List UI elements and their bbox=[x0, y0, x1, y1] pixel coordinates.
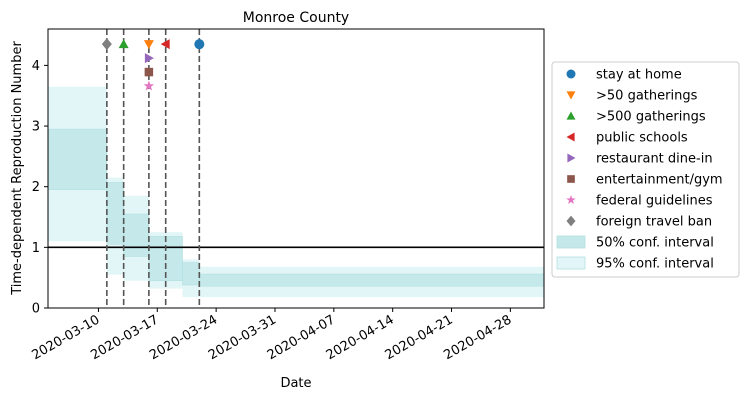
ci50-band-1 bbox=[106, 182, 124, 245]
legend-marker-0 bbox=[566, 69, 576, 79]
legend-label-6: federal guidelines bbox=[596, 194, 713, 209]
y-tick-label-2: 2 bbox=[32, 180, 40, 195]
legend-label-0: stay at home bbox=[596, 68, 682, 83]
legend-frame bbox=[551, 61, 740, 278]
ci50-band-2 bbox=[123, 213, 150, 257]
intervention-markers bbox=[101, 38, 205, 91]
y-tick-label-3: 3 bbox=[32, 120, 40, 135]
legend-swatch-9 bbox=[556, 256, 586, 270]
legend-label-8: 50% conf. interval bbox=[596, 236, 714, 251]
intervention-marker-4 bbox=[144, 53, 154, 64]
legend-marker-5 bbox=[567, 175, 575, 183]
ci50-band-0 bbox=[47, 128, 108, 191]
legend-swatch-8 bbox=[556, 235, 586, 249]
y-axis-label: Time-dependent Reproduction Number bbox=[10, 41, 25, 296]
legend-label-4: restaurant dine-in bbox=[596, 152, 713, 167]
legend-label-3: public schools bbox=[596, 131, 688, 146]
plot-frame bbox=[47, 28, 545, 309]
y-tick-label-1: 1 bbox=[32, 241, 40, 256]
intervention-marker-7 bbox=[101, 38, 112, 51]
legend-label-7: foreign travel ban bbox=[596, 215, 712, 230]
intervention-marker-0 bbox=[194, 39, 205, 50]
legend: stay at home >50 gatherings >500 gathering… bbox=[551, 61, 740, 278]
y-axis: 0 1 2 3 4 bbox=[32, 59, 48, 317]
legend-label-2: >500 gatherings bbox=[596, 110, 706, 125]
x-axis-label: Date bbox=[280, 376, 311, 391]
legend-marker-4 bbox=[567, 153, 576, 163]
intervention-marker-6 bbox=[143, 80, 155, 91]
legend-label-1: >50 gatherings bbox=[596, 89, 698, 104]
x-axis: 2020-03-102020-03-172020-03-242020-03-31… bbox=[30, 308, 514, 363]
legend-label-5: entertainment/gym bbox=[596, 173, 723, 188]
ci50-band-5 bbox=[199, 273, 545, 287]
confidence-bands bbox=[47, 86, 545, 298]
intervention-marker-2 bbox=[118, 39, 129, 49]
intervention-marker-3 bbox=[160, 39, 170, 50]
y-tick-label-0: 0 bbox=[32, 302, 40, 317]
chart-title: Monroe County bbox=[243, 10, 349, 26]
legend-marker-7 bbox=[566, 215, 576, 227]
intervention-marker-5 bbox=[144, 67, 154, 77]
legend-marker-1 bbox=[566, 91, 576, 100]
y-tick-label-4: 4 bbox=[32, 59, 40, 74]
legend-marker-3 bbox=[566, 132, 575, 142]
legend-marker-6 bbox=[566, 195, 576, 205]
legend-marker-2 bbox=[566, 111, 576, 120]
ci50-band-4 bbox=[182, 262, 200, 286]
legend-label-9: 95% conf. interval bbox=[596, 257, 714, 272]
intervention-marker-1 bbox=[143, 40, 154, 50]
